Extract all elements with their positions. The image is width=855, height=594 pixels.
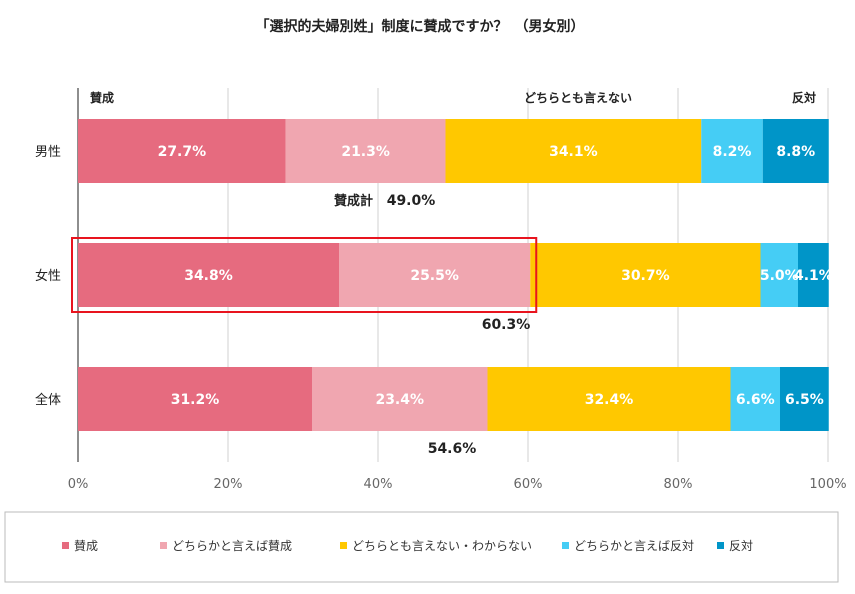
bar-segment	[530, 243, 761, 307]
highlight-rect	[71, 237, 538, 313]
highlight-box	[71, 237, 538, 313]
x-tick-label: 40%	[364, 477, 393, 492]
data-label: 8.2%	[713, 144, 752, 160]
x-tick-label: 0%	[68, 477, 89, 492]
bar-segment	[78, 119, 286, 183]
data-label: 34.1%	[549, 144, 598, 160]
category-label: 男性	[35, 145, 61, 160]
x-tick-label: 20%	[214, 477, 243, 492]
bar-segment	[701, 119, 763, 183]
data-label: 25.5%	[410, 268, 459, 284]
sum-label: 54.6%	[428, 441, 477, 457]
category-label: 全体	[35, 392, 61, 408]
legend-swatch	[340, 542, 347, 549]
data-label: 27.7%	[158, 144, 207, 160]
x-tick-label: 60%	[514, 477, 543, 492]
data-label: 5.0%	[760, 268, 799, 284]
top-label-dochira: どちらとも言えない	[524, 90, 632, 105]
legend-swatch	[562, 542, 569, 549]
data-label: 21.3%	[341, 144, 390, 160]
legend-swatch	[717, 542, 724, 549]
sum-label: 60.3%	[482, 317, 531, 333]
x-tick-label: 80%	[664, 477, 693, 492]
legend-label: 反対	[729, 539, 753, 553]
top-label-sansei: 賛成	[90, 90, 114, 105]
legend-label: どちらかと言えば反対	[574, 539, 694, 553]
legend-frame	[4, 511, 839, 583]
bar-segment	[798, 243, 829, 307]
bar-segment	[339, 243, 531, 307]
data-label: 31.2%	[171, 392, 220, 408]
data-label: 23.4%	[375, 392, 424, 408]
bar-segment	[730, 367, 780, 431]
bar-segment	[285, 119, 446, 183]
data-label: 8.8%	[776, 144, 815, 160]
data-label: 6.6%	[736, 392, 775, 408]
legend-label: どちらとも言えない・わからない	[352, 539, 532, 553]
sum-labels: 賛成計 49.0% 60.3% 54.6%	[334, 193, 530, 457]
bar-segment	[780, 367, 829, 431]
data-label: 6.5%	[785, 392, 824, 408]
data-label: 30.7%	[621, 268, 670, 284]
bar-segment	[78, 367, 312, 431]
top-labels: 賛成 どちらとも言えない 反対	[90, 90, 816, 105]
sum-label: 49.0%	[387, 193, 436, 209]
chart-title: 「選択的夫婦別姓」制度に賛成ですか？ （男女別）	[256, 18, 585, 35]
x-tick-labels: 0% 20% 40% 60% 80% 100%	[68, 477, 847, 492]
legend-swatch	[160, 542, 167, 549]
legend-swatch	[62, 542, 69, 549]
bar-segment	[78, 243, 339, 307]
legend-label: 賛成	[74, 539, 98, 553]
legend: 賛成 どちらかと言えば賛成 どちらとも言えない・わからない どちらかと言えば反対 反対	[62, 539, 753, 553]
data-label: 34.8%	[184, 268, 233, 284]
top-label-hantai: 反対	[792, 90, 816, 105]
bar-segment	[445, 119, 702, 183]
data-label: 4.1%	[794, 268, 833, 284]
data-label: 32.4%	[585, 392, 634, 408]
bar-segment	[762, 119, 829, 183]
x-tick-label: 100%	[809, 477, 846, 492]
bars: 27.7% 21.3% 34.1% 8.2% 8.8% 34.8% 25.5% 30.7% 5.…	[78, 119, 833, 431]
legend-label: どちらかと言えば賛成	[172, 539, 292, 553]
bar-segment	[760, 243, 798, 307]
category-label: 女性	[35, 268, 61, 284]
bar-segment	[312, 367, 488, 431]
sum-prefix-label: 賛成計	[334, 193, 373, 209]
bar-segment	[487, 367, 731, 431]
